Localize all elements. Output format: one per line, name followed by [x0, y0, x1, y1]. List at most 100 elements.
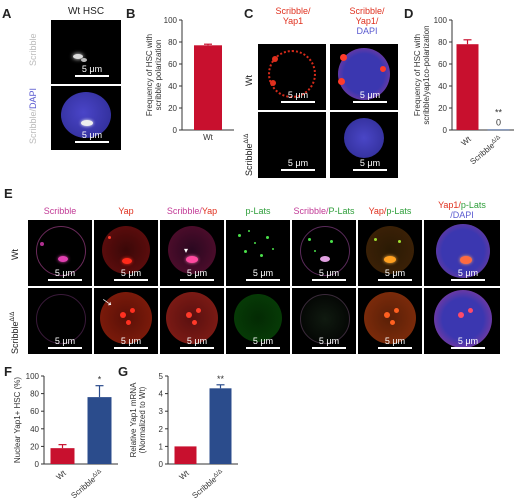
header-line: Scribble/: [275, 6, 311, 16]
nucleus: [436, 224, 490, 278]
micrograph-e-ko-scribble: 5 μm: [28, 288, 92, 354]
y-axis-label: Frequency of HSC with: [413, 34, 422, 116]
scale-label: 5 μm: [384, 336, 406, 346]
scale-line: [48, 279, 82, 281]
y-axis-label: scribble polarization: [154, 40, 163, 111]
panel-e-col-scribble-yap: Scribble/Yap: [160, 206, 224, 216]
micrograph-c-ko-merge: 5 μm: [330, 112, 398, 178]
y-tick-label: 100: [164, 16, 178, 25]
scale-bar: 5 μm: [344, 90, 396, 103]
part: /DAPI: [450, 210, 474, 220]
merge-signal: [458, 312, 464, 318]
micrograph-e-wt-yap: 5 μm: [94, 220, 158, 286]
green-signal: [254, 242, 256, 244]
scale-line: [281, 101, 315, 103]
red-signal: [338, 78, 345, 85]
scale-label: 5 μm: [384, 268, 406, 278]
scale-label: 5 μm: [318, 336, 340, 346]
y-tick-label: 0: [443, 126, 448, 135]
cell-outline: [36, 226, 86, 276]
scale-label: 5 μm: [359, 90, 381, 100]
scale-bar: 5 μm: [172, 268, 222, 281]
micrograph-e-wt-scribble-plats: 5 μm: [292, 220, 356, 286]
chart-g: 0 1 2 3 4 5 Relative Yap1 mRNA (Normalized to W…: [129, 372, 238, 500]
row-ko-text: Scribble: [10, 321, 20, 354]
bar: [194, 45, 222, 130]
scale-line: [75, 141, 109, 143]
row-ko-sup: Δ/Δ: [10, 311, 16, 322]
scale-label: 5 μm: [186, 336, 208, 346]
scale-label: 5 μm: [120, 268, 142, 278]
significance-annotation: **: [217, 374, 225, 384]
panel-c-row-wt-wrap: Wt: [244, 44, 254, 110]
panel-label-a: A: [2, 6, 12, 21]
micrograph-e-wt-yap-plats: 5 μm: [358, 220, 422, 286]
header-line: DAPI: [356, 26, 378, 36]
header-line: Yap1: [282, 16, 304, 26]
scale-bar: 5 μm: [40, 268, 90, 281]
panel-e-row-ko: ScribbleΔ/Δ: [10, 312, 20, 354]
y-tick-label: 40: [438, 82, 447, 91]
green-signal: [238, 234, 241, 237]
micrograph-c-wt-scribble-yap1: 5 μm: [258, 44, 326, 110]
merge-signal: [460, 256, 472, 264]
micrograph-e-wt-plats: 5 μm: [226, 220, 290, 286]
bar: [456, 44, 479, 131]
part: Yap: [201, 206, 218, 216]
panel-e-row-wt-wrap: Wt: [10, 220, 20, 286]
merge-signal: [186, 256, 198, 263]
panel-a-title: Wt HSC: [67, 6, 105, 17]
scale-bar: 5 μm: [272, 90, 324, 103]
scale-label: 5 μm: [252, 268, 274, 278]
panel-c-row-ko: ScribbleΔ/Δ: [244, 134, 254, 176]
panel-e-row-ko-wrap: ScribbleΔ/Δ: [10, 288, 20, 354]
panel-c-col1-header: Scribble/Yap1: [256, 6, 330, 26]
scale-bar: 5 μm: [40, 336, 90, 349]
scale-bar: 5 μm: [238, 336, 288, 349]
scale-label: 5 μm: [359, 158, 381, 168]
scale-label: 5 μm: [186, 268, 208, 278]
scale-line: [114, 279, 148, 281]
x-tick-label: ScribbleΔ/Δ: [468, 135, 503, 167]
red-signal: [192, 320, 197, 325]
tick-text: Wt: [178, 468, 192, 482]
cell-body: [364, 292, 416, 344]
scale-label: 5 μm: [54, 336, 76, 346]
header-line: Yap1/: [355, 16, 379, 26]
panel-label-d: D: [404, 6, 414, 21]
scale-bar: 5 μm: [67, 64, 117, 77]
panel-a-row-label-2-wrap: Scribble/DAPI: [28, 88, 38, 158]
scale-line: [48, 347, 82, 349]
cell-body: [234, 294, 282, 342]
part: Yap/: [368, 206, 387, 216]
magenta-signal: [58, 256, 68, 262]
green-signal: [266, 236, 269, 239]
y-tick-label: 0: [159, 460, 164, 469]
cell-body: [102, 226, 150, 274]
chart-d: 0 20 40 60 80 100 Frequency of HSC with scribbl…: [413, 16, 514, 167]
green-signal: [272, 248, 274, 250]
y-tick-label: 20: [438, 104, 447, 113]
tick-sup: Δ/Δ: [92, 469, 103, 480]
part: Yap1/: [438, 200, 461, 210]
red-signal: [196, 308, 201, 313]
red-signal: [130, 308, 135, 313]
panel-label-f: F: [4, 364, 12, 379]
label-scribble-part: Scribble/: [28, 108, 38, 144]
part: p-Lats: [386, 206, 412, 216]
micrograph-c-wt-merge: 5 μm: [330, 44, 398, 110]
scale-bar: 5 μm: [344, 158, 396, 171]
y-tick-label: 80: [30, 390, 39, 399]
scale-label: 5 μm: [287, 90, 309, 100]
green-signal: [244, 250, 247, 253]
merge-signal: [384, 312, 390, 318]
red-signal: [340, 54, 347, 61]
panel-label-e: E: [4, 186, 13, 201]
panel-a-row-label-1-wrap: Scribble: [28, 20, 38, 68]
scale-bar: 5 μm: [442, 336, 494, 349]
scale-label: 5 μm: [457, 336, 479, 346]
tick-sup: Δ/Δ: [213, 469, 224, 480]
x-tick-label: Wt: [178, 468, 192, 482]
green-signal: [260, 254, 263, 257]
y-axis-label: Nuclear Yap1+ HSC (%): [13, 377, 22, 464]
